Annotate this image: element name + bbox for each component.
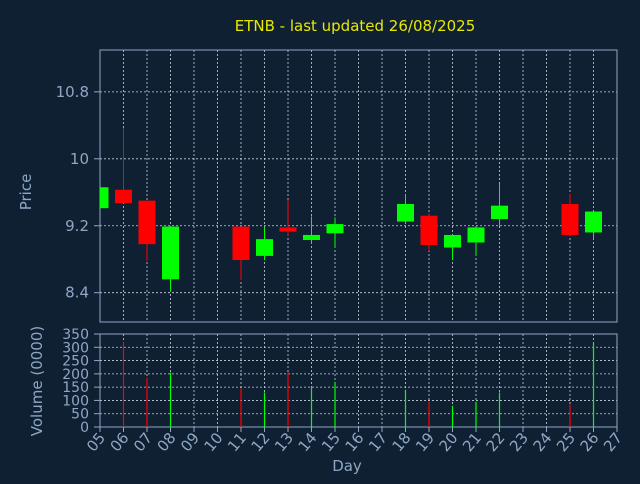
price-panel-frame xyxy=(99,49,618,323)
x-tick-label: 20 xyxy=(436,429,462,455)
volume-axis-label: Volume (0000) xyxy=(28,326,46,436)
candle-body xyxy=(444,234,461,248)
candle-body xyxy=(138,200,156,245)
x-tick-label: 13 xyxy=(271,429,297,455)
x-tick-label: 16 xyxy=(342,429,368,455)
x-tick-label: 14 xyxy=(295,429,321,455)
candle-body xyxy=(585,211,602,233)
x-tick-label: 23 xyxy=(506,429,532,455)
price-tick-label: 10.8 xyxy=(56,83,89,101)
x-tick-label: 09 xyxy=(177,429,203,455)
candle-body xyxy=(326,224,344,234)
candle-body xyxy=(420,215,438,246)
candle-body xyxy=(232,226,250,261)
x-tick-label: 18 xyxy=(389,429,415,455)
price-axis-label: Price xyxy=(17,174,35,211)
candle-body xyxy=(467,227,485,243)
volume-tick-label: 350 xyxy=(62,327,89,343)
volume-tick-label: 50 xyxy=(71,407,89,423)
chart-title: ETNB - last updated 26/08/2025 xyxy=(235,17,476,35)
chart-marks: 8.49.21010.80501001502002503003500506070… xyxy=(56,49,626,455)
candle-body xyxy=(162,226,179,280)
candle-body xyxy=(491,205,508,220)
volume-tick-label: 150 xyxy=(62,380,89,396)
x-tick-label: 17 xyxy=(365,429,391,455)
candle-body xyxy=(256,239,273,256)
x-tick-label: 11 xyxy=(224,429,250,455)
volume-tick-label: 300 xyxy=(62,340,89,356)
x-tick-label: 15 xyxy=(318,429,344,455)
price-tick-label: 8.4 xyxy=(65,284,89,302)
candle-body xyxy=(303,234,320,240)
x-tick-label: 12 xyxy=(248,429,274,455)
volume-tick-label: 250 xyxy=(62,354,89,370)
volume-tick-label: 0 xyxy=(80,420,89,436)
x-tick-label: 26 xyxy=(577,429,603,455)
x-tick-label: 25 xyxy=(553,429,579,455)
candle-body xyxy=(115,189,132,204)
day-axis-label: Day xyxy=(332,457,362,475)
price-tick-label: 9.2 xyxy=(65,217,89,235)
candle-body xyxy=(279,227,297,232)
x-tick-label: 08 xyxy=(154,429,180,455)
x-tick-label: 19 xyxy=(412,429,438,455)
x-tick-label: 06 xyxy=(107,429,133,455)
x-tick-label: 21 xyxy=(459,429,485,455)
volume-tick-label: 100 xyxy=(62,393,89,409)
x-tick-label: 24 xyxy=(530,429,556,455)
candle-body xyxy=(397,203,414,222)
volume-tick-label: 200 xyxy=(62,367,89,383)
price-tick-label: 10 xyxy=(70,150,89,168)
x-tick-label: 07 xyxy=(130,429,156,455)
candles xyxy=(100,127,602,292)
candle-body xyxy=(561,203,579,235)
x-tick-label: 22 xyxy=(483,429,509,455)
x-tick-label: 27 xyxy=(600,429,626,455)
candle-body xyxy=(100,187,109,209)
x-tick-label: 10 xyxy=(201,429,227,455)
